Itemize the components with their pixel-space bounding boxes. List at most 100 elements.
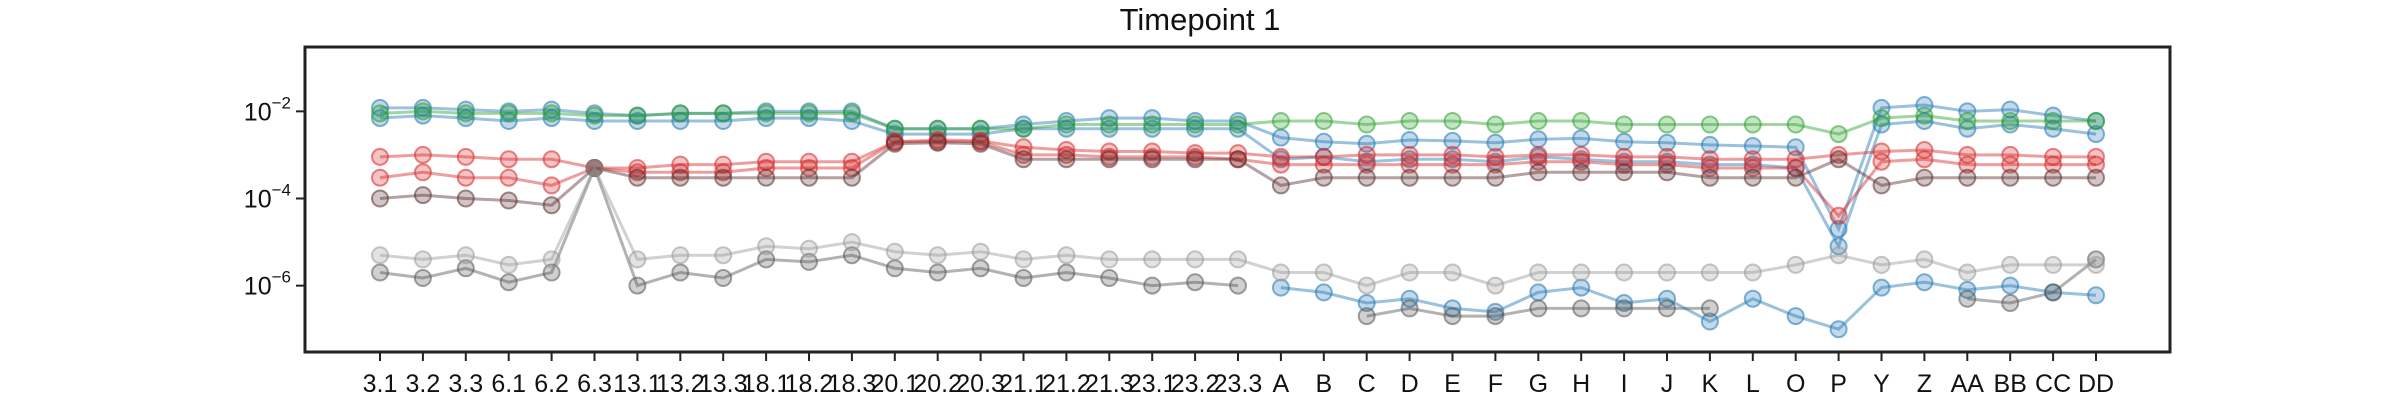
data-point bbox=[1958, 112, 1977, 130]
data-point bbox=[1615, 299, 1634, 318]
data-point bbox=[499, 104, 518, 123]
data-point bbox=[1615, 132, 1634, 151]
data-point bbox=[628, 163, 647, 182]
x-tick-label: B bbox=[1315, 370, 1332, 398]
x-tick-label: 18.1 bbox=[742, 370, 791, 398]
x-tick-label: 3.1 bbox=[363, 370, 398, 398]
data-point bbox=[456, 147, 475, 166]
series-3 bbox=[1271, 273, 2105, 339]
series-2 bbox=[371, 106, 2105, 256]
data-point bbox=[1700, 312, 1719, 331]
data-point bbox=[1443, 263, 1462, 282]
data-point bbox=[1958, 102, 1977, 121]
data-point bbox=[1271, 263, 1290, 282]
data-point bbox=[1443, 150, 1462, 169]
data-point bbox=[1400, 299, 1419, 318]
data-point bbox=[1572, 278, 1591, 297]
data-point bbox=[499, 273, 518, 292]
data-point bbox=[1658, 299, 1676, 318]
series-8 bbox=[371, 159, 2105, 326]
data-point bbox=[800, 109, 818, 128]
data-point bbox=[456, 109, 475, 128]
data-point bbox=[456, 104, 475, 123]
data-point bbox=[1572, 263, 1591, 282]
data-point bbox=[1229, 115, 1247, 134]
data-point bbox=[1786, 307, 1805, 326]
x-tick-label: J bbox=[1661, 370, 1674, 398]
data-point bbox=[1915, 141, 1934, 159]
data-point bbox=[1529, 130, 1548, 149]
data-point bbox=[1529, 145, 1548, 164]
data-point bbox=[1314, 283, 1333, 302]
data-point bbox=[1786, 115, 1805, 134]
data-point bbox=[1786, 168, 1805, 187]
data-point bbox=[1443, 131, 1462, 150]
data-point bbox=[842, 246, 861, 265]
series-7 bbox=[371, 133, 2105, 215]
data-point bbox=[885, 259, 904, 278]
data-point bbox=[542, 250, 561, 269]
plot-area bbox=[371, 96, 2105, 339]
x-tick-label: DD bbox=[2078, 370, 2114, 398]
data-point bbox=[1872, 152, 1891, 171]
x-tick-label: A bbox=[1273, 370, 1290, 398]
data-point bbox=[1829, 150, 1848, 169]
data-point bbox=[1743, 168, 1762, 187]
data-point bbox=[456, 246, 475, 265]
data-point bbox=[1615, 263, 1634, 282]
data-point bbox=[1829, 206, 1848, 225]
data-point bbox=[885, 134, 904, 153]
data-point bbox=[585, 159, 604, 177]
data-point bbox=[628, 276, 647, 295]
data-point bbox=[2044, 255, 2063, 274]
data-point bbox=[1700, 115, 1719, 134]
data-point bbox=[971, 259, 990, 278]
data-point bbox=[714, 246, 733, 265]
data-point bbox=[499, 255, 518, 274]
data-point bbox=[1357, 307, 1376, 326]
data-point bbox=[456, 168, 475, 187]
data-point bbox=[2001, 294, 2020, 312]
data-point bbox=[1700, 168, 1719, 187]
data-point bbox=[757, 168, 776, 187]
data-point bbox=[1572, 112, 1591, 130]
data-point bbox=[2087, 155, 2105, 174]
data-point bbox=[2044, 168, 2063, 187]
data-point bbox=[2001, 145, 2020, 164]
data-point bbox=[2087, 286, 2105, 305]
data-point bbox=[1443, 168, 1462, 187]
x-tick-label: BB bbox=[1994, 370, 2027, 398]
data-point bbox=[1743, 159, 1762, 177]
data-point bbox=[1057, 145, 1076, 164]
data-point bbox=[542, 263, 561, 282]
data-point bbox=[585, 112, 604, 130]
data-point bbox=[1271, 278, 1290, 297]
data-point bbox=[1014, 269, 1033, 287]
data-point bbox=[542, 109, 561, 128]
data-point bbox=[842, 159, 861, 177]
data-point bbox=[1529, 163, 1548, 182]
x-tick-label: K bbox=[1702, 370, 1719, 398]
data-point bbox=[1400, 150, 1419, 169]
x-tick-label: 20.3 bbox=[956, 370, 1005, 398]
data-point bbox=[1572, 299, 1591, 318]
data-point bbox=[1057, 263, 1076, 282]
data-point bbox=[1143, 119, 1162, 138]
x-tick-label: E bbox=[1444, 370, 1461, 398]
x-tick-label: 13.2 bbox=[656, 370, 705, 398]
data-point bbox=[2087, 168, 2105, 187]
x-tick-label: AA bbox=[1951, 370, 1985, 398]
data-point bbox=[1229, 150, 1247, 169]
data-point bbox=[714, 269, 733, 287]
data-point bbox=[628, 250, 647, 269]
data-point bbox=[757, 250, 776, 269]
data-point bbox=[1958, 168, 1977, 187]
data-point bbox=[1443, 307, 1462, 326]
x-tick-label: H bbox=[1572, 370, 1590, 398]
data-point bbox=[1100, 115, 1119, 134]
x-tick-label: O bbox=[1786, 370, 1805, 398]
data-point bbox=[1100, 119, 1119, 138]
data-point bbox=[1486, 302, 1505, 321]
x-tick-label: 13.3 bbox=[699, 370, 748, 398]
x-tick-label: 23.2 bbox=[1171, 370, 1220, 398]
